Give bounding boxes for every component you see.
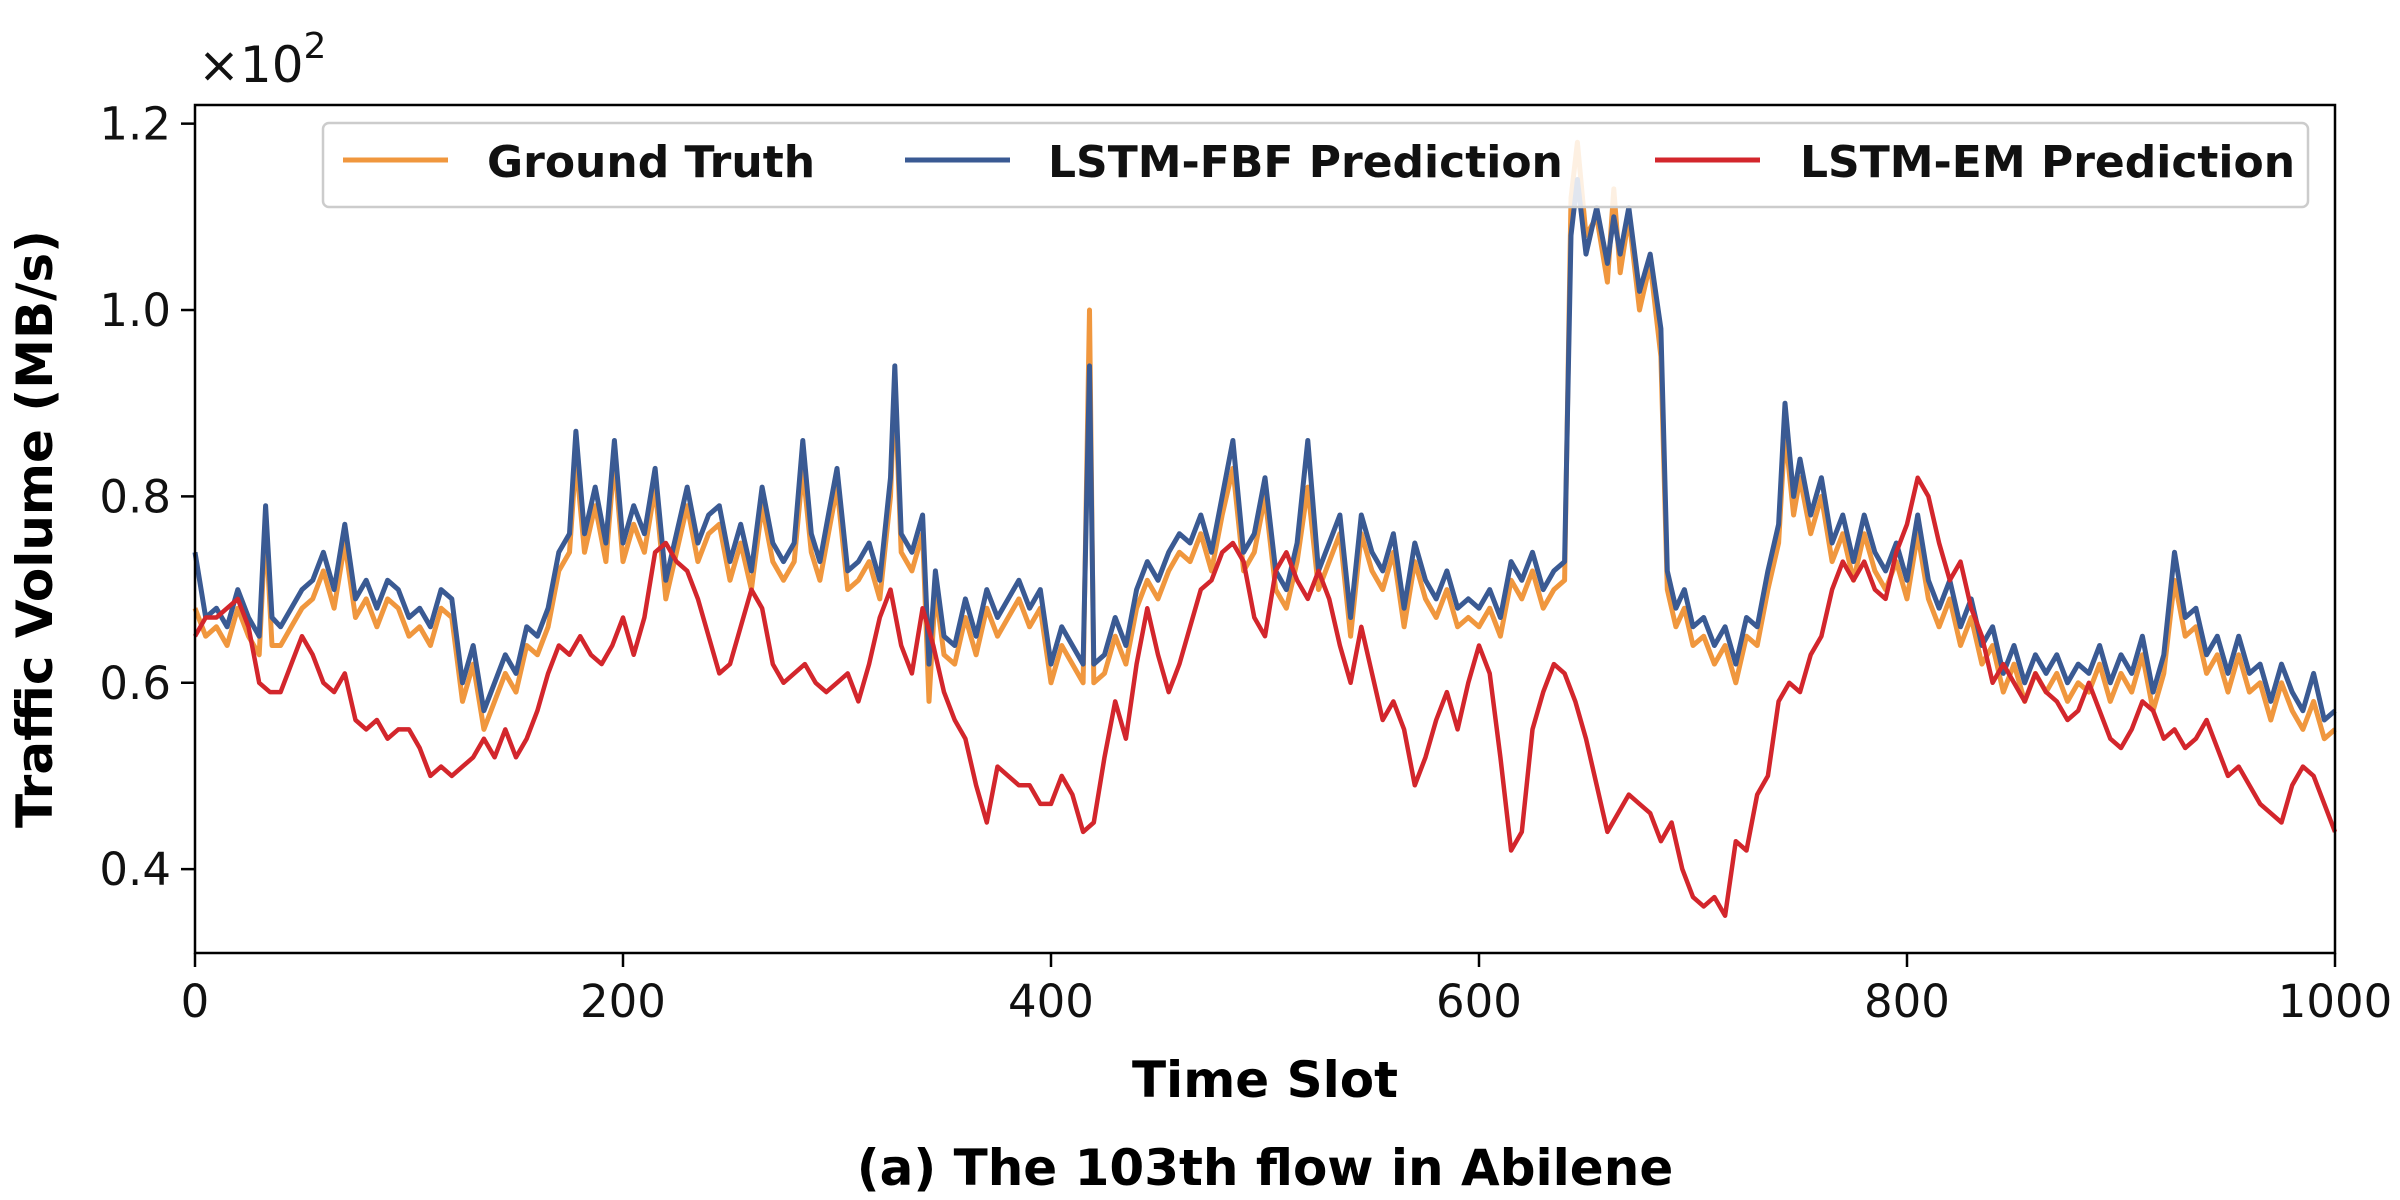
legend: Ground Truth LSTM-FBF Prediction LSTM-EM… bbox=[321, 121, 2310, 209]
y-axis-ticks: 0.4 0.6 0.8 1.0 1.2 bbox=[99, 98, 195, 896]
legend-box bbox=[321, 121, 2310, 209]
x-tick-label: 400 bbox=[1008, 975, 1094, 1028]
legend-label-ground-truth: Ground Truth bbox=[487, 137, 815, 188]
legend-label-lstm-em: LSTM-EM Prediction bbox=[1800, 137, 2295, 188]
y-tick-label: 0.8 bbox=[99, 470, 171, 523]
x-tick-label: 800 bbox=[1864, 975, 1950, 1028]
x-tick-label: 0 bbox=[181, 975, 210, 1028]
legend-label-lstm-fbf: LSTM-FBF Prediction bbox=[1048, 137, 1563, 188]
series-layer bbox=[192, 139, 2338, 918]
x-tick-label: 200 bbox=[580, 975, 666, 1028]
x-tick-label: 600 bbox=[1436, 975, 1522, 1028]
chart-caption: (a) The 103th flow in Abilene bbox=[857, 1139, 1673, 1197]
y-scale-multiplier: ×102 bbox=[198, 26, 326, 94]
y-tick-label: 1.0 bbox=[99, 284, 171, 337]
y-scale-multiplier-exponent: 2 bbox=[304, 26, 327, 67]
plot-frame bbox=[193, 103, 2337, 955]
x-tick-label: 1000 bbox=[2278, 975, 2393, 1028]
y-tick-label: 0.6 bbox=[99, 657, 171, 710]
series-line-lstm-em-prediction bbox=[193, 475, 2338, 918]
y-tick-label: 1.2 bbox=[99, 98, 171, 151]
y-scale-multiplier-base: ×10 bbox=[198, 36, 304, 94]
y-axis-label: Traffic Volume (MB/s) bbox=[6, 230, 64, 828]
series-line-ground-truth bbox=[192, 139, 2337, 742]
y-tick-label: 0.4 bbox=[99, 843, 171, 896]
series-line-lstm-fbf-prediction bbox=[192, 177, 2337, 723]
x-axis-label: Time Slot bbox=[1132, 1051, 1398, 1109]
x-axis-ticks: 0 200 400 600 800 1000 bbox=[181, 953, 2393, 1028]
